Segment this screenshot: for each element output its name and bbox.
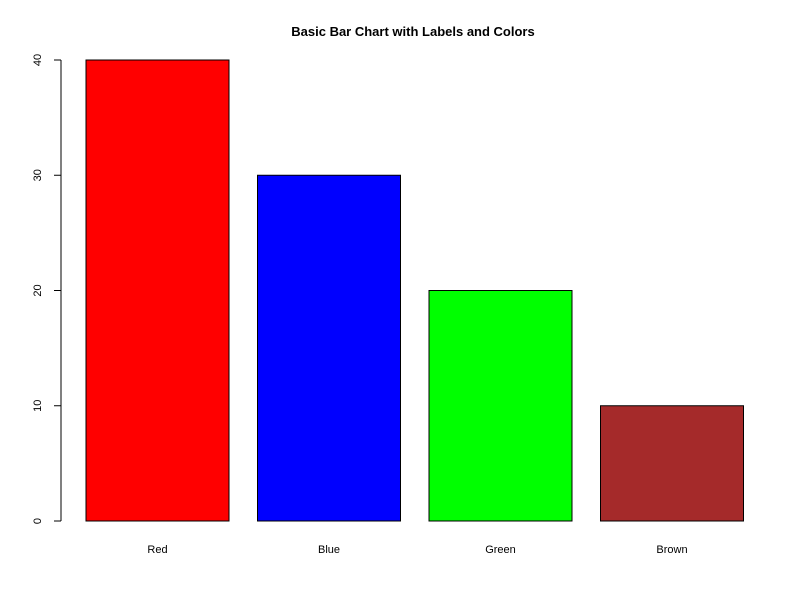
x-tick-label: Blue xyxy=(318,544,340,556)
y-tick-label: 40 xyxy=(32,54,44,66)
bar-brown xyxy=(600,405,744,522)
chart-title: Basic Bar Chart with Labels and Colors xyxy=(291,24,534,39)
y-tick-label: 0 xyxy=(32,518,44,524)
x-tick-label: Green xyxy=(485,544,516,556)
x-tick-label: Red xyxy=(147,544,167,556)
y-tick-label: 20 xyxy=(32,284,44,296)
y-tick-label: 10 xyxy=(32,400,44,412)
bar-blue xyxy=(257,174,401,522)
y-axis: 0 10 20 30 40 xyxy=(32,54,62,524)
bar-red xyxy=(85,59,230,522)
y-tick-label: 30 xyxy=(32,169,44,181)
x-axis-labels: Red Blue Green Brown xyxy=(147,544,687,556)
bar-green xyxy=(428,290,573,522)
x-tick-label: Brown xyxy=(656,544,687,556)
bars-group xyxy=(85,59,744,522)
